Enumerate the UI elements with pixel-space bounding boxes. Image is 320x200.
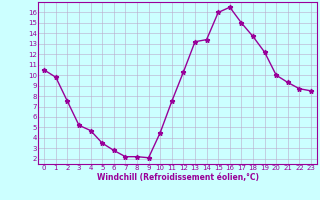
X-axis label: Windchill (Refroidissement éolien,°C): Windchill (Refroidissement éolien,°C) bbox=[97, 173, 259, 182]
